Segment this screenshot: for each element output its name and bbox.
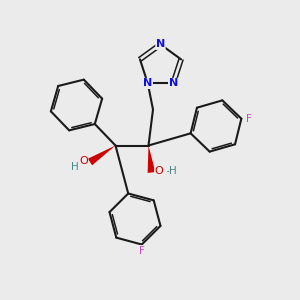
Text: H: H <box>169 166 177 176</box>
Text: O: O <box>154 166 164 176</box>
Text: F: F <box>139 245 145 256</box>
Text: H: H <box>70 162 78 172</box>
Text: N: N <box>169 79 178 88</box>
Polygon shape <box>148 146 155 173</box>
Text: F: F <box>246 114 252 124</box>
Polygon shape <box>88 146 116 165</box>
Text: N: N <box>156 39 165 50</box>
Text: N: N <box>143 79 152 88</box>
Text: O: O <box>79 155 88 166</box>
Text: -: - <box>166 166 170 176</box>
